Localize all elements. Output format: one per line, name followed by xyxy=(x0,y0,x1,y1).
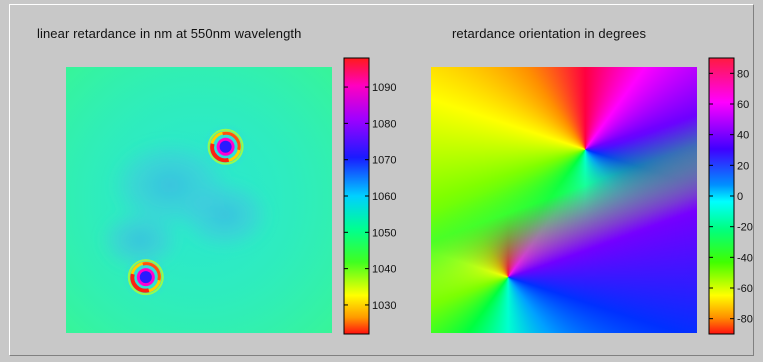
orientation-tick-label: 20 xyxy=(737,160,749,172)
orientation-tick-label: 60 xyxy=(737,99,749,111)
defect-ring xyxy=(127,259,164,296)
retardance-tick-label: 1040 xyxy=(372,264,396,276)
central-blue-region-lobe xyxy=(100,210,180,270)
orientation-tick-label: 40 xyxy=(737,130,749,142)
retardance-colorbar: 1030 1040 1050 1060 1070 1080 1090 xyxy=(343,57,396,335)
orientation-tick-label: 80 xyxy=(737,68,749,80)
chart-title-retardance: linear retardance in nm at 550nm wavelen… xyxy=(37,26,302,41)
orientation-tick-label: -80 xyxy=(737,314,753,326)
retardance-tick-label: 1050 xyxy=(372,227,396,239)
orientation-heatmap xyxy=(431,67,697,333)
orientation-singularity-lower xyxy=(431,67,697,333)
orientation-tick-label: -60 xyxy=(737,283,753,295)
retardance-heatmap xyxy=(66,67,332,333)
lower-defect-marker xyxy=(121,253,170,302)
chart-title-orientation: retardance orientation in degrees xyxy=(452,26,647,41)
defect-red-arc xyxy=(222,131,241,151)
defect-red-arc xyxy=(210,143,230,163)
defect-red-arc xyxy=(130,273,150,293)
retardance-tick-label: 1030 xyxy=(372,300,396,312)
defect-core xyxy=(219,140,232,153)
orientation-field xyxy=(431,67,697,333)
defect-ring xyxy=(207,128,244,165)
orientation-colorbar-gradient xyxy=(708,57,735,335)
retardance-tick-label: 1080 xyxy=(372,118,396,130)
retardance-tick-label: 1060 xyxy=(372,191,396,203)
figure-panel xyxy=(9,4,754,356)
defect-core xyxy=(139,271,152,284)
orientation-tick-label: 0 xyxy=(737,191,743,203)
retardance-tick-label: 1090 xyxy=(372,82,396,94)
defect-red-arc xyxy=(142,262,161,281)
orientation-tick-label: -40 xyxy=(737,252,753,264)
retardance-tick-label: 1070 xyxy=(372,155,396,167)
orientation-colorbar: 80 60 40 20 0 -20 -40 -60 -80 xyxy=(708,57,753,335)
upper-defect-marker xyxy=(201,122,250,171)
orientation-tick-label: -20 xyxy=(737,222,753,234)
central-blue-region-lobe xyxy=(180,180,270,250)
